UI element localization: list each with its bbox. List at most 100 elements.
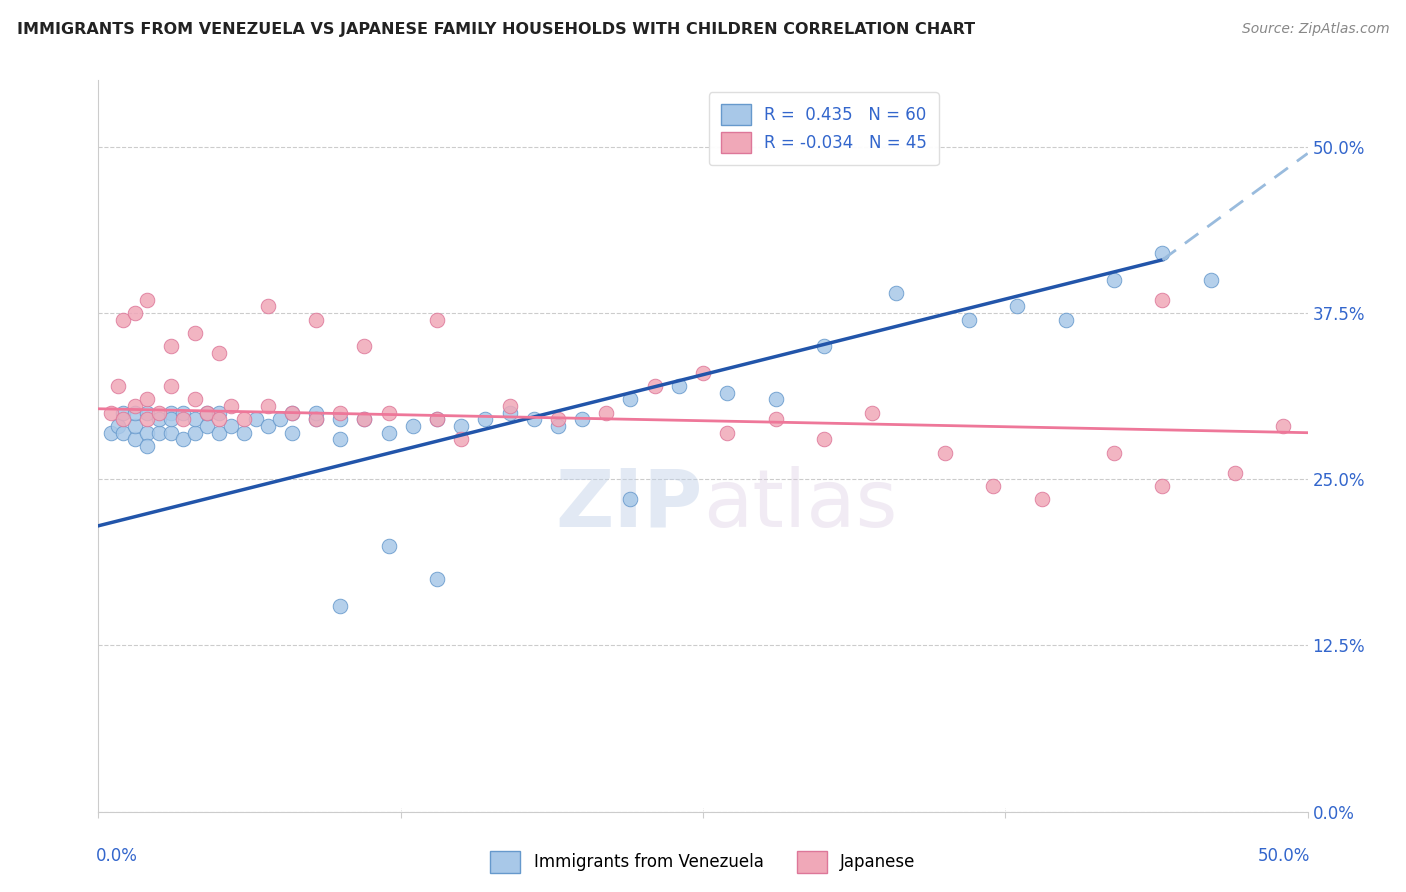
Point: [135, 406, 157, 420]
Point: [692, 366, 714, 380]
Point: [1031, 492, 1053, 507]
Point: [619, 492, 641, 507]
Point: [160, 339, 183, 353]
Point: [184, 425, 207, 440]
Point: [377, 406, 399, 420]
Point: [124, 306, 146, 320]
Point: [668, 379, 690, 393]
Point: [148, 425, 170, 440]
Point: [474, 412, 496, 426]
Point: [886, 286, 908, 301]
Point: [160, 425, 183, 440]
Point: [124, 399, 146, 413]
Point: [860, 406, 883, 420]
Point: [523, 412, 546, 426]
Point: [426, 412, 449, 426]
Point: [1199, 273, 1222, 287]
Point: [765, 412, 787, 426]
Text: atlas: atlas: [703, 466, 897, 543]
Point: [281, 406, 304, 420]
Point: [184, 392, 207, 407]
Point: [208, 412, 231, 426]
Point: [329, 412, 352, 426]
Point: [195, 406, 218, 420]
Point: [256, 419, 278, 434]
Point: [148, 412, 170, 426]
Point: [981, 479, 1004, 493]
Point: [426, 312, 449, 326]
Point: [124, 406, 146, 420]
Point: [208, 346, 231, 360]
Point: [619, 392, 641, 407]
Point: [547, 419, 569, 434]
Point: [329, 433, 352, 447]
Point: [232, 412, 254, 426]
Point: [107, 379, 129, 393]
Point: [402, 419, 425, 434]
Point: [934, 445, 956, 459]
Point: [172, 406, 194, 420]
Point: [426, 412, 449, 426]
Point: [135, 392, 157, 407]
Text: 0.0%: 0.0%: [96, 847, 138, 865]
Point: [111, 312, 134, 326]
Point: [281, 425, 304, 440]
Text: Source: ZipAtlas.com: Source: ZipAtlas.com: [1241, 22, 1389, 37]
Point: [377, 425, 399, 440]
Point: [208, 425, 231, 440]
Point: [160, 406, 183, 420]
Point: [1007, 299, 1029, 313]
Point: [547, 412, 569, 426]
Point: [135, 439, 157, 453]
Point: [100, 425, 122, 440]
Point: [1152, 479, 1174, 493]
Point: [160, 412, 183, 426]
Point: [377, 539, 399, 553]
Point: [208, 406, 231, 420]
Text: IMMIGRANTS FROM VENEZUELA VS JAPANESE FAMILY HOUSEHOLDS WITH CHILDREN CORRELATIO: IMMIGRANTS FROM VENEZUELA VS JAPANESE FA…: [17, 22, 974, 37]
Point: [124, 433, 146, 447]
Point: [716, 425, 738, 440]
Point: [135, 293, 157, 307]
Point: [221, 419, 243, 434]
Point: [184, 412, 207, 426]
Point: [595, 406, 617, 420]
Point: [450, 433, 472, 447]
Point: [305, 312, 328, 326]
Legend: Immigrants from Venezuela, Japanese: Immigrants from Venezuela, Japanese: [484, 845, 922, 880]
Point: [124, 419, 146, 434]
Point: [1054, 312, 1077, 326]
Point: [172, 433, 194, 447]
Point: [1102, 445, 1125, 459]
Point: [498, 399, 520, 413]
Point: [644, 379, 666, 393]
Point: [765, 392, 787, 407]
Point: [269, 412, 291, 426]
Point: [256, 399, 278, 413]
Point: [135, 412, 157, 426]
Point: [111, 412, 134, 426]
Point: [1102, 273, 1125, 287]
Point: [148, 406, 170, 420]
Point: [195, 406, 218, 420]
Point: [716, 385, 738, 400]
Point: [498, 406, 520, 420]
Point: [111, 425, 134, 440]
Point: [305, 412, 328, 426]
Point: [1152, 246, 1174, 260]
Point: [281, 406, 304, 420]
Point: [957, 312, 980, 326]
Point: [353, 412, 375, 426]
Point: [450, 419, 472, 434]
Point: [256, 299, 278, 313]
Point: [305, 412, 328, 426]
Point: [353, 412, 375, 426]
Point: [1223, 466, 1246, 480]
Point: [135, 425, 157, 440]
Point: [1272, 419, 1295, 434]
Point: [232, 425, 254, 440]
Point: [813, 339, 835, 353]
Legend: R =  0.435   N = 60, R = -0.034   N = 45: R = 0.435 N = 60, R = -0.034 N = 45: [709, 92, 939, 165]
Point: [184, 326, 207, 340]
Point: [305, 406, 328, 420]
